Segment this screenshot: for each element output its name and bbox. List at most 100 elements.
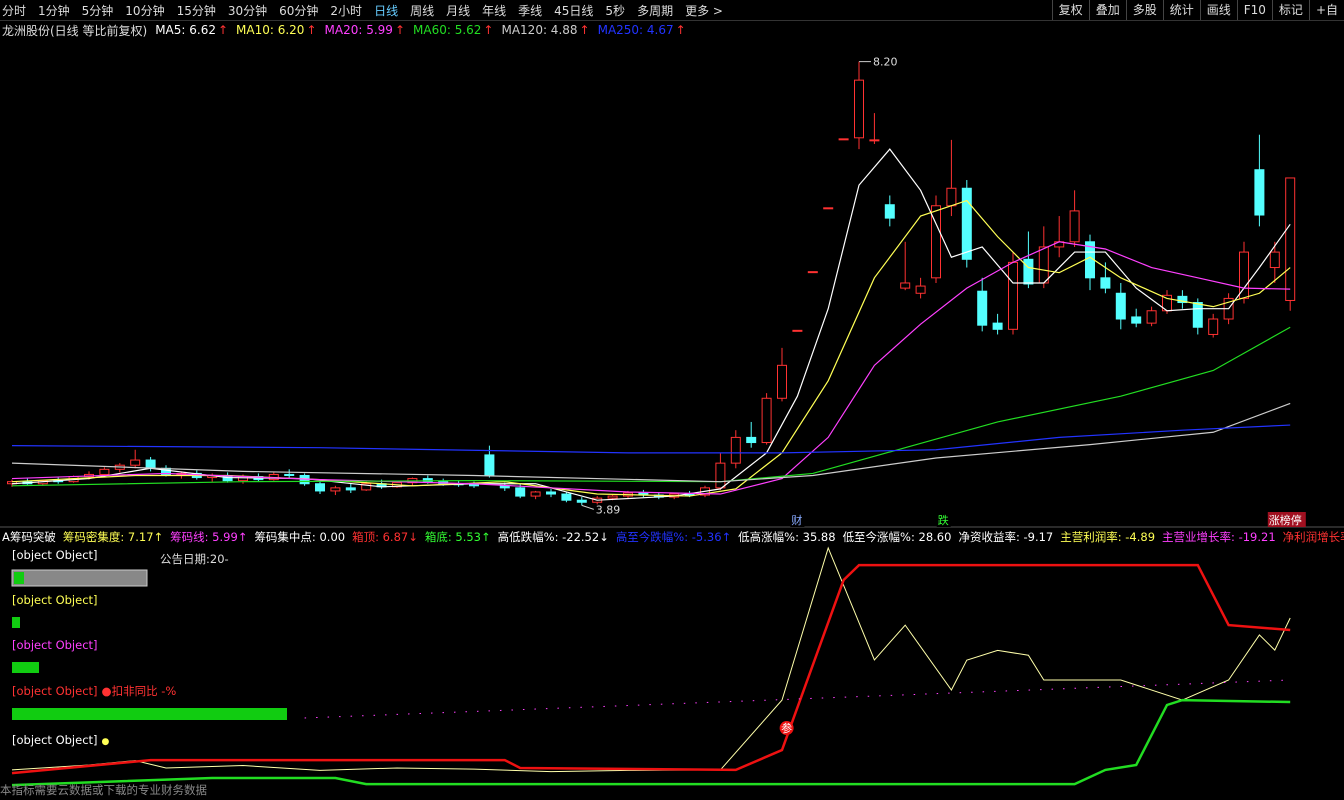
candle-body: [1038, 246, 1049, 284]
candle-body: [1023, 258, 1034, 285]
toolbar-button[interactable]: F10: [1236, 0, 1272, 20]
period-tab[interactable]: 5分钟: [81, 3, 114, 18]
candle-body: [1269, 251, 1280, 269]
period-tab[interactable]: 周线: [410, 3, 435, 18]
panel-label: [object Object]: [12, 548, 98, 562]
candle-body: [130, 459, 141, 466]
candle-body: [730, 436, 741, 464]
indicator-legend: 高低跌幅%: -22.52↓: [497, 530, 609, 544]
candle-body: [284, 473, 295, 476]
candle-body: [746, 436, 757, 444]
candle-body: [977, 290, 988, 326]
period-tab[interactable]: 30分钟: [227, 3, 268, 18]
panel-bar: [12, 662, 39, 673]
candle-body: [1115, 292, 1126, 320]
period-tab[interactable]: 5秒: [605, 3, 626, 18]
candle-body: [792, 329, 803, 332]
panel-label: [object Object]: [12, 638, 98, 652]
announce-date: 公告日期:20-: [160, 552, 229, 566]
ma-line: [11, 326, 1291, 487]
candle-body: [99, 468, 110, 475]
period-tab[interactable]: 15分钟: [176, 3, 216, 18]
indicator-line: [11, 563, 1291, 775]
candle-body: [1239, 251, 1249, 299]
candle-body: [854, 79, 864, 139]
candle-body: [1146, 310, 1157, 324]
legend-arrow: ↑: [483, 23, 494, 37]
candle-body: [1285, 177, 1296, 301]
toolbar-button[interactable]: 复权: [1051, 0, 1089, 20]
event-bg: [1267, 512, 1306, 527]
candle-body: [838, 138, 849, 141]
candle-body: [561, 493, 572, 501]
toolbar-button[interactable]: 多股: [1125, 0, 1163, 20]
indicator-legend: 筹码线: 5.99↑: [170, 530, 248, 544]
period-tab[interactable]: 月线: [446, 3, 471, 18]
candle-body: [315, 483, 325, 492]
period-tab[interactable]: 多周期: [637, 3, 674, 18]
period-tab[interactable]: 10分钟: [125, 3, 165, 18]
footer-note: 本指标需要云数据或下载的专业财务数据: [0, 783, 207, 797]
marker: [779, 721, 794, 736]
candle-body: [484, 454, 495, 476]
candle-body: [546, 491, 556, 495]
candle-body: [884, 204, 895, 219]
indicator-line: [304, 679, 1291, 719]
candle-body: [1254, 169, 1265, 216]
legend-entry: MA250: 4.67: [597, 23, 674, 37]
candle-body: [807, 271, 818, 274]
candle-body: [1192, 302, 1203, 328]
candle-body: [576, 499, 587, 503]
candle-body: [1131, 316, 1142, 324]
toolbar-button[interactable]: 叠加: [1088, 0, 1126, 20]
period-tab[interactable]: 60分钟: [279, 3, 319, 18]
annotation-leader: [581, 504, 594, 510]
legend-arrow: ↑: [217, 23, 229, 37]
annotation: 8.20: [873, 56, 898, 69]
legend-arrow: ↑: [579, 23, 590, 37]
period-tab[interactable]: 45日线: [554, 3, 594, 18]
legend-entry: MA120: 4.88: [501, 23, 578, 37]
candle-body: [530, 491, 541, 497]
legend-entry: MA5: 6.62: [155, 23, 216, 37]
legend-entry: MA60: 5.62: [413, 23, 482, 37]
event-label: 财: [791, 513, 802, 527]
indicator-legend: 低高涨幅%: 35.88: [738, 530, 836, 544]
period-tab[interactable]: 日线: [374, 3, 399, 18]
panel-label: [object Object] ●扣非同比 -%: [12, 684, 177, 698]
indicator-legend: 低至今涨幅%: 28.60: [842, 530, 952, 544]
panel-label: [object Object] ●: [12, 733, 110, 747]
indicator-legend: 箱底: 5.53↑: [424, 530, 491, 544]
toolbar-button[interactable]: 统计: [1162, 0, 1200, 20]
panel-dot: ●: [101, 737, 110, 747]
panel-label: [object Object]: [12, 593, 98, 607]
chart-title: 龙洲股份(日线 等比前复权): [2, 23, 148, 38]
indicator-legend: 主营利润率: -4.89: [1060, 530, 1156, 544]
toolbar: 分时 1分钟 5分钟 10分钟 15分钟 30分钟 60分钟 2小时 日线 周线 月线 年线 季线 45日…: [0, 0, 1344, 21]
toolbar-button[interactable]: 标记: [1271, 0, 1309, 20]
indicator-line: [11, 698, 1291, 787]
toolbar-button[interactable]: 画线: [1199, 0, 1237, 20]
period-tab[interactable]: 分时: [2, 3, 27, 18]
period-tab[interactable]: 2小时: [330, 3, 363, 18]
period-tab[interactable]: 更多 >: [685, 3, 723, 18]
panel-bar: [12, 617, 20, 628]
candle-body: [931, 205, 941, 279]
event-bg: [936, 512, 951, 527]
period-tab[interactable]: 季线: [518, 3, 543, 18]
price-header: 龙洲股份(日线 等比前复权) MA5: 6.62 ↑ MA10: 6.20 ↑ MA20:…: [2, 21, 686, 39]
panel-bar: [11, 569, 148, 587]
legend-arrow: ↑: [675, 23, 686, 37]
toolbar-button[interactable]: +自: [1308, 0, 1344, 20]
candle-body: [946, 187, 957, 207]
period-tab[interactable]: 年线: [482, 3, 507, 18]
ma-line: [11, 199, 1291, 497]
candle-body: [992, 322, 1003, 330]
candle-body: [1100, 277, 1111, 289]
candle-body: [422, 478, 433, 483]
indicator-legend: 净利润增长率: -: [1282, 530, 1344, 544]
candle-body: [761, 397, 772, 444]
candle-body: [823, 207, 834, 210]
period-tab[interactable]: 1分钟: [38, 3, 70, 18]
